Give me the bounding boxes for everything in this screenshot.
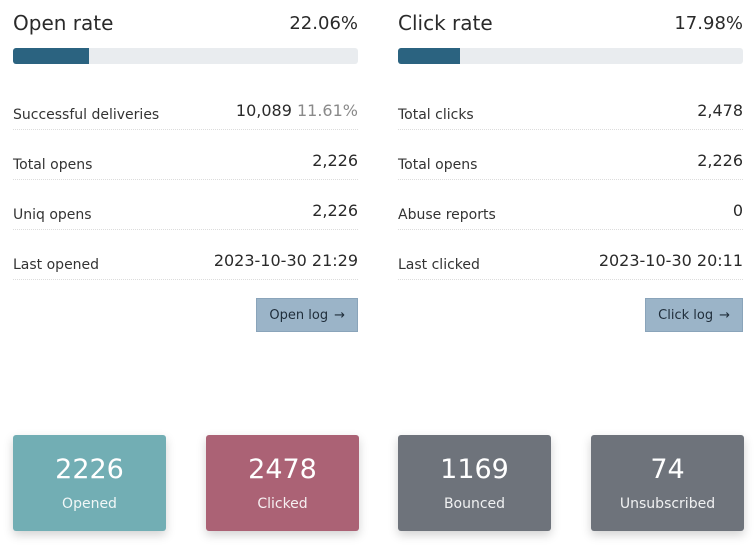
opened-count: 2226: [55, 454, 124, 485]
click-rate-header: Click rate 17.98%: [398, 0, 743, 44]
stat-value: 0: [732, 201, 743, 220]
click-rate-value: 17.98%: [674, 12, 743, 34]
open-rate-title: Open rate: [13, 11, 114, 35]
bounced-count: 1169: [440, 454, 509, 485]
stat-value: 2,478: [697, 101, 743, 120]
click-rate-progress-fill: [398, 48, 461, 64]
stat-row-successful-deliveries: Successful deliveries 10,089 11.61%: [13, 80, 358, 130]
open-rate-header: Open rate 22.06%: [13, 0, 358, 44]
deliveries-percent: 11.61%: [296, 101, 358, 120]
stat-row-total-opens: Total opens 2,226: [13, 130, 358, 180]
click-log-label: Click log: [658, 307, 714, 323]
stat-value: 2023-10-30 21:29: [213, 251, 358, 270]
open-rate-progress-bar: [13, 48, 358, 64]
click-log-button-wrap: Click log →: [398, 298, 743, 332]
stat-value: 2,226: [312, 151, 358, 170]
stat-value: 2,226: [312, 201, 358, 220]
stat-row-uniq-opens: Uniq opens 2,226: [13, 180, 358, 230]
stat-label: Total opens: [13, 157, 93, 173]
open-rate-panel: Open rate 22.06% Successful deliveries 1…: [13, 0, 358, 332]
click-stats-list: Total clicks 2,478 Total opens 2,226 Abu…: [398, 80, 743, 280]
opened-card[interactable]: 2226 Opened: [13, 435, 166, 531]
stat-value: 2,226: [697, 151, 743, 170]
deliveries-count: 10,089: [235, 101, 292, 120]
click-rate-panel: Click rate 17.98% Total clicks 2,478 Tot…: [398, 0, 743, 332]
clicked-card[interactable]: 2478 Clicked: [206, 435, 359, 531]
stat-label: Uniq opens: [13, 207, 92, 223]
bounced-label: Bounced: [443, 496, 506, 512]
stat-row-total-opens: Total opens 2,226: [398, 130, 743, 180]
open-stats-list: Successful deliveries 10,089 11.61% Tota…: [13, 80, 358, 280]
stat-value: 2023-10-30 20:11: [598, 251, 743, 270]
stat-value: 10,089 11.61%: [236, 101, 358, 120]
open-log-button[interactable]: Open log →: [256, 298, 358, 332]
unsubscribed-count: 74: [650, 454, 685, 485]
unsubscribed-label: Unsubscribed: [619, 496, 716, 512]
bounced-card[interactable]: 1169 Bounced: [398, 435, 551, 531]
stat-label: Last clicked: [398, 257, 480, 273]
stat-label: Last opened: [13, 257, 100, 273]
stat-row-abuse-reports: Abuse reports 0: [398, 180, 743, 230]
stat-row-last-opened: Last opened 2023-10-30 21:29: [13, 230, 358, 280]
click-rate-progress-bar: [398, 48, 743, 64]
opened-label: Opened: [62, 496, 117, 512]
stat-row-last-clicked: Last clicked 2023-10-30 20:11: [398, 230, 743, 280]
summary-cards: 2226 Opened 2478 Clicked 1169 Bounced 74…: [13, 435, 744, 531]
clicked-label: Clicked: [257, 496, 308, 512]
arrow-right-icon: →: [719, 307, 730, 323]
arrow-right-icon: →: [334, 307, 345, 323]
open-rate-value: 22.06%: [289, 12, 358, 34]
stat-row-total-clicks: Total clicks 2,478: [398, 80, 743, 130]
click-log-button[interactable]: Click log →: [645, 298, 743, 332]
unsubscribed-card[interactable]: 74 Unsubscribed: [591, 435, 744, 531]
open-rate-progress-fill: [13, 48, 90, 64]
stat-label: Total opens: [398, 157, 478, 173]
stat-label: Successful deliveries: [13, 107, 160, 123]
open-log-label: Open log: [269, 307, 329, 323]
stat-label: Abuse reports: [398, 207, 496, 223]
click-rate-title: Click rate: [398, 11, 493, 35]
stat-label: Total clicks: [398, 107, 474, 123]
clicked-count: 2478: [248, 454, 317, 485]
open-log-button-wrap: Open log →: [13, 298, 358, 332]
